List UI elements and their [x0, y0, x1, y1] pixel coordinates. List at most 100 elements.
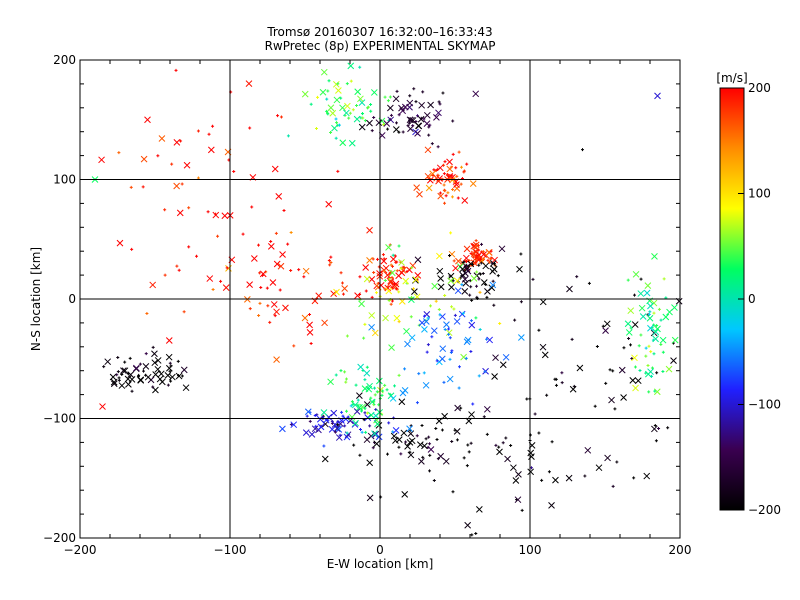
scatter-point: [519, 252, 523, 256]
scatter-point: [410, 266, 414, 270]
point-x-marker: [321, 319, 328, 327]
point-plus-marker: [421, 90, 425, 94]
point-plus-marker: [427, 133, 431, 137]
point-plus-marker: [428, 453, 432, 457]
point-plus-marker: [179, 139, 183, 143]
scatter-point: [587, 281, 591, 285]
scatter-point: [552, 476, 559, 484]
scatter-point: [540, 478, 544, 482]
scatter-point: [490, 261, 494, 265]
point-plus-marker: [355, 103, 359, 107]
point-plus-marker: [452, 259, 456, 263]
scatter-point: [326, 89, 330, 93]
point-plus-marker: [371, 257, 375, 261]
point-x-marker: [319, 88, 327, 96]
scatter-point: [414, 100, 418, 104]
scatter-point: [187, 245, 191, 249]
point-plus-marker: [448, 274, 452, 278]
scatter-point: [401, 491, 409, 498]
point-plus-marker: [593, 404, 597, 408]
scatter-point: [366, 105, 370, 109]
scatter-point: [469, 441, 473, 445]
point-plus-marker: [336, 169, 340, 173]
scatter-point: [639, 277, 643, 281]
point-plus-marker: [545, 393, 549, 397]
scatter-point: [407, 430, 415, 437]
point-plus-marker: [646, 364, 650, 368]
scatter-point: [363, 401, 371, 408]
point-x-marker: [175, 372, 183, 380]
point-x-marker: [644, 282, 652, 289]
point-plus-marker: [402, 266, 406, 270]
scatter-point: [371, 257, 375, 261]
point-x-marker: [98, 156, 105, 164]
point-plus-marker: [659, 343, 663, 347]
point-plus-marker: [649, 350, 653, 354]
point-x-marker: [603, 320, 611, 328]
scatter-point: [327, 104, 335, 112]
point-plus-marker: [560, 371, 564, 375]
scatter-point: [406, 124, 410, 128]
scatter-point: [425, 350, 429, 354]
point-x-marker: [351, 401, 359, 409]
point-plus-marker: [366, 105, 370, 109]
point-x-marker: [339, 104, 346, 112]
point-plus-marker: [370, 129, 374, 133]
point-plus-marker: [417, 372, 421, 376]
point-x-marker: [430, 327, 438, 335]
point-plus-marker: [163, 208, 167, 212]
scatter-point: [117, 378, 121, 382]
point-plus-marker: [137, 373, 141, 377]
scatter-point: [541, 351, 549, 359]
scatter-point: [397, 113, 401, 117]
point-plus-marker: [142, 369, 146, 373]
point-x-marker: [347, 62, 355, 70]
scatter-point: [360, 112, 364, 116]
scatter-point: [390, 432, 398, 440]
point-x-marker: [418, 458, 425, 465]
scatter-point: [437, 100, 441, 104]
point-x-marker: [137, 377, 145, 384]
point-plus-marker: [661, 370, 665, 374]
scatter-point: [486, 258, 490, 262]
scatter-point: [468, 293, 472, 297]
scatter-point: [345, 409, 349, 413]
scatter-point: [410, 295, 414, 299]
point-plus-marker: [477, 263, 481, 267]
point-plus-marker: [371, 446, 375, 450]
point-x-marker: [436, 164, 444, 172]
point-x-marker: [279, 425, 286, 433]
scatter-point: [470, 274, 478, 282]
point-x-marker: [116, 239, 124, 247]
point-plus-marker: [466, 443, 470, 447]
point-plus-marker: [168, 361, 172, 365]
point-plus-marker: [351, 402, 355, 406]
scatter-point: [447, 332, 451, 336]
point-plus-marker: [383, 383, 387, 387]
point-plus-marker: [278, 288, 282, 292]
scatter-point: [482, 262, 490, 270]
scatter-point: [321, 319, 328, 327]
y-tick-label: 0: [68, 292, 76, 306]
scatter-point: [492, 262, 496, 266]
scatter-point: [406, 116, 414, 124]
scatter-point: [438, 355, 446, 363]
scatter-point: [390, 299, 394, 303]
point-x-marker: [527, 468, 535, 476]
point-x-marker: [366, 226, 373, 234]
scatter-point: [537, 328, 541, 332]
point-x-marker: [348, 139, 356, 147]
point-x-marker: [446, 158, 453, 166]
point-x-marker: [368, 398, 376, 406]
scatter-point: [381, 389, 385, 393]
scatter-point: [124, 375, 132, 383]
point-plus-marker: [348, 111, 352, 115]
point-plus-marker: [334, 373, 338, 377]
scatter-point: [462, 456, 466, 460]
scatter-point: [259, 270, 267, 278]
scatter-point: [356, 392, 363, 399]
scatter-point: [435, 109, 442, 117]
scatter-point: [389, 395, 397, 402]
scatter-point: [176, 359, 180, 363]
point-plus-marker: [141, 185, 145, 189]
